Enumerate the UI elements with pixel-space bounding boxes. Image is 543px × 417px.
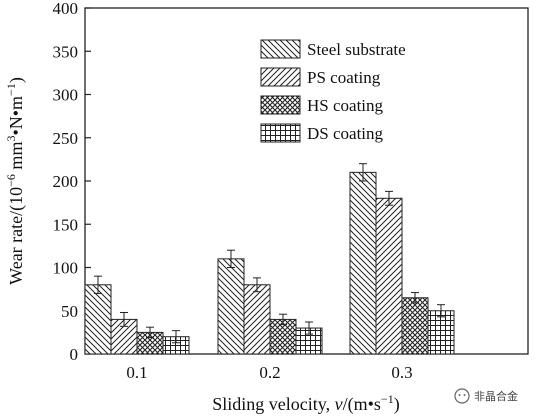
- wechat-logo-icon: [454, 388, 470, 404]
- y-tick-label: 350: [53, 42, 79, 61]
- bar: [243, 284, 271, 355]
- y-tick-label: 0: [70, 345, 79, 364]
- bar: [84, 284, 112, 355]
- x-tick-label: 0.2: [259, 363, 280, 382]
- watermark-text: 非晶合金: [474, 389, 518, 403]
- bar: [375, 197, 403, 355]
- bar: [427, 310, 455, 355]
- legend-swatch: [260, 123, 301, 143]
- bar: [217, 258, 245, 355]
- y-axis-ticks: 0 50 100 150 200 250 300 350 400: [53, 0, 91, 364]
- x-axis-title: Sliding velocity, v/(m•s−1): [212, 392, 399, 415]
- legend-swatch: [260, 39, 301, 59]
- y-tick-label: 300: [53, 86, 79, 105]
- bar: [401, 297, 429, 355]
- legend-swatch: [260, 67, 301, 87]
- legend-label: DS coating: [307, 124, 384, 143]
- bar-series: [84, 163, 455, 355]
- y-axis-title: Wear rate/(10−6 mm3•N•m−1): [4, 77, 27, 285]
- y-tick-label: 100: [53, 259, 79, 278]
- legend-label: Steel substrate: [307, 40, 406, 59]
- legend-label: HS coating: [307, 96, 384, 115]
- bar: [269, 318, 297, 355]
- legend-label: PS coating: [307, 68, 381, 87]
- x-tick-label: 0.1: [126, 363, 147, 382]
- y-tick-label: 50: [61, 302, 78, 321]
- x-tick-label: 0.3: [391, 363, 412, 382]
- y-tick-label: 150: [53, 215, 79, 234]
- y-tick-label: 200: [53, 172, 79, 191]
- legend: Steel substrate PS coating HS coating DS co…: [260, 39, 406, 143]
- bar: [349, 171, 377, 355]
- watermark: 非晶合金: [454, 388, 518, 404]
- y-tick-label: 400: [53, 0, 79, 18]
- plot-frame: [84, 7, 529, 355]
- y-tick-label: 250: [53, 129, 79, 148]
- legend-swatch: [260, 95, 301, 115]
